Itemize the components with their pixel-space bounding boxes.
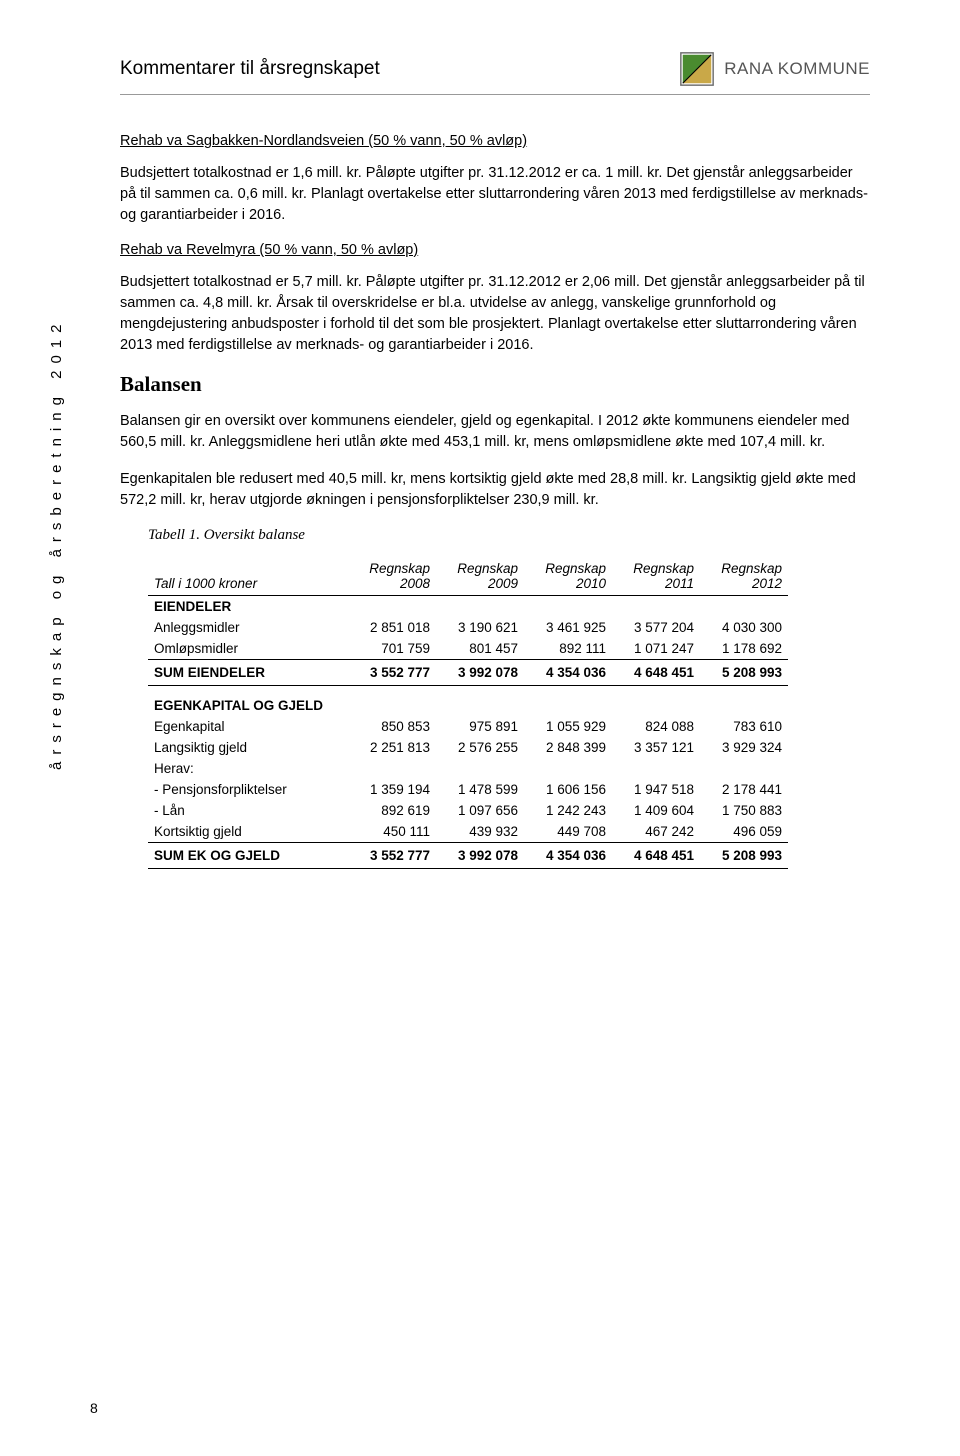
header-brand-block: RANA KOMMUNE bbox=[678, 50, 870, 88]
table-row: Omløpsmidler701 759801 457892 1111 071 2… bbox=[148, 638, 788, 660]
table-row: - Lån892 6191 097 6561 242 2431 409 6041… bbox=[148, 800, 788, 821]
balance-heading: Balansen bbox=[120, 372, 870, 397]
balance-p1: Balansen gir en oversikt over kommunens … bbox=[120, 411, 870, 453]
rana-logo-icon bbox=[678, 50, 716, 88]
table-sum-row: SUM EK OG GJELD3 552 7773 992 0784 354 0… bbox=[148, 843, 788, 869]
page-number: 8 bbox=[90, 1400, 98, 1416]
col-2010: Regnskap2010 bbox=[524, 558, 612, 596]
table-row: Herav: bbox=[148, 758, 788, 779]
table-row: EIENDELER bbox=[148, 596, 788, 618]
col-2008: Regnskap2008 bbox=[348, 558, 436, 596]
header-title: Kommentarer til årsregnskapet bbox=[120, 58, 380, 80]
table-row: - Pensjonsforpliktelser1 359 1941 478 59… bbox=[148, 779, 788, 800]
balance-table-wrap: Tall i 1000 kroner Regnskap2008 Regnskap… bbox=[148, 558, 870, 869]
table-header-row: Tall i 1000 kroner Regnskap2008 Regnskap… bbox=[148, 558, 788, 596]
section1-title: Rehab va Sagbakken-Nordlandsveien (50 % … bbox=[120, 133, 870, 149]
table-row: Anleggsmidler2 851 0183 190 6213 461 925… bbox=[148, 617, 788, 638]
balance-table: Tall i 1000 kroner Regnskap2008 Regnskap… bbox=[148, 558, 788, 869]
col-2009: Regnskap2009 bbox=[436, 558, 524, 596]
table-row: Egenkapital850 853975 8911 055 929824 08… bbox=[148, 716, 788, 737]
row-label-header: Tall i 1000 kroner bbox=[148, 558, 348, 596]
spine-text: årsregnskap og årsberetning 2012 bbox=[48, 318, 65, 771]
table-row: Kortsiktig gjeld450 111439 932449 708467… bbox=[148, 821, 788, 843]
section2-body: Budsjettert totalkostnad er 5,7 mill. kr… bbox=[120, 272, 870, 356]
table-sum-row: SUM EIENDELER3 552 7773 992 0784 354 036… bbox=[148, 660, 788, 686]
section1-body: Budsjettert totalkostnad er 1,6 mill. kr… bbox=[120, 163, 870, 226]
table-caption: Tabell 1. Oversikt balanse bbox=[148, 527, 870, 544]
balance-p2: Egenkapitalen ble redusert med 40,5 mill… bbox=[120, 469, 870, 511]
table-row: EGENKAPITAL OG GJELD bbox=[148, 686, 788, 717]
col-2012: Regnskap2012 bbox=[700, 558, 788, 596]
section2-title: Rehab va Revelmyra (50 % vann, 50 % avlø… bbox=[120, 242, 870, 258]
brand-text: RANA KOMMUNE bbox=[724, 59, 870, 79]
table-row: Langsiktig gjeld2 251 8132 576 2552 848 … bbox=[148, 737, 788, 758]
page-header: Kommentarer til årsregnskapet RANA KOMMU… bbox=[120, 50, 870, 95]
col-2011: Regnskap2011 bbox=[612, 558, 700, 596]
